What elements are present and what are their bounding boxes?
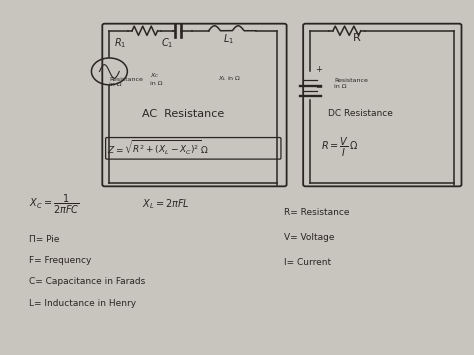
Text: $X_L=2\pi FL$: $X_L=2\pi FL$ <box>143 197 190 211</box>
Text: Resistance
in Ω: Resistance in Ω <box>334 78 368 89</box>
Text: L= Inductance in Henry: L= Inductance in Henry <box>29 299 136 307</box>
Text: R: R <box>353 33 361 43</box>
Text: $X_C$
in Ω: $X_C$ in Ω <box>150 71 162 86</box>
Text: I= Current: I= Current <box>284 258 331 267</box>
Text: R= Resistance: R= Resistance <box>284 208 350 217</box>
Text: AC  Resistance: AC Resistance <box>143 109 225 119</box>
Text: $C_1$: $C_1$ <box>161 36 174 50</box>
Text: C= Capacitance in Farads: C= Capacitance in Farads <box>29 277 146 286</box>
Text: V= Voltage: V= Voltage <box>284 233 335 242</box>
Text: $L_1$: $L_1$ <box>223 33 234 47</box>
Text: $Z=\sqrt{R^2+(X_L-X_C)^2}\,\Omega$: $Z=\sqrt{R^2+(X_L-X_C)^2}\,\Omega$ <box>107 138 209 157</box>
Text: $X_L$ in Ω: $X_L$ in Ω <box>218 74 241 83</box>
Text: $R_1$: $R_1$ <box>114 36 127 50</box>
Text: +: + <box>315 65 322 74</box>
Text: −: − <box>315 83 322 92</box>
Text: F= Frequency: F= Frequency <box>29 256 91 265</box>
Text: $X_C=\dfrac{1}{2\pi FC}$: $X_C=\dfrac{1}{2\pi FC}$ <box>29 192 80 215</box>
Text: $R=\dfrac{V}{I}\,\Omega$: $R=\dfrac{V}{I}\,\Omega$ <box>321 136 358 159</box>
Text: Π= Pie: Π= Pie <box>29 235 60 244</box>
Text: Resistance
in Ω: Resistance in Ω <box>109 77 143 87</box>
Text: DC Resistance: DC Resistance <box>328 109 393 118</box>
